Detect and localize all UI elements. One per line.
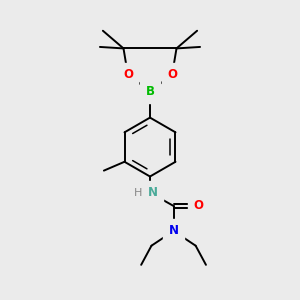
Text: N: N [148, 186, 158, 199]
Text: O: O [123, 68, 133, 81]
Text: H: H [134, 188, 142, 198]
Text: O: O [194, 200, 204, 212]
Text: N: N [169, 224, 178, 238]
Text: O: O [167, 68, 177, 81]
Text: B: B [146, 85, 154, 98]
